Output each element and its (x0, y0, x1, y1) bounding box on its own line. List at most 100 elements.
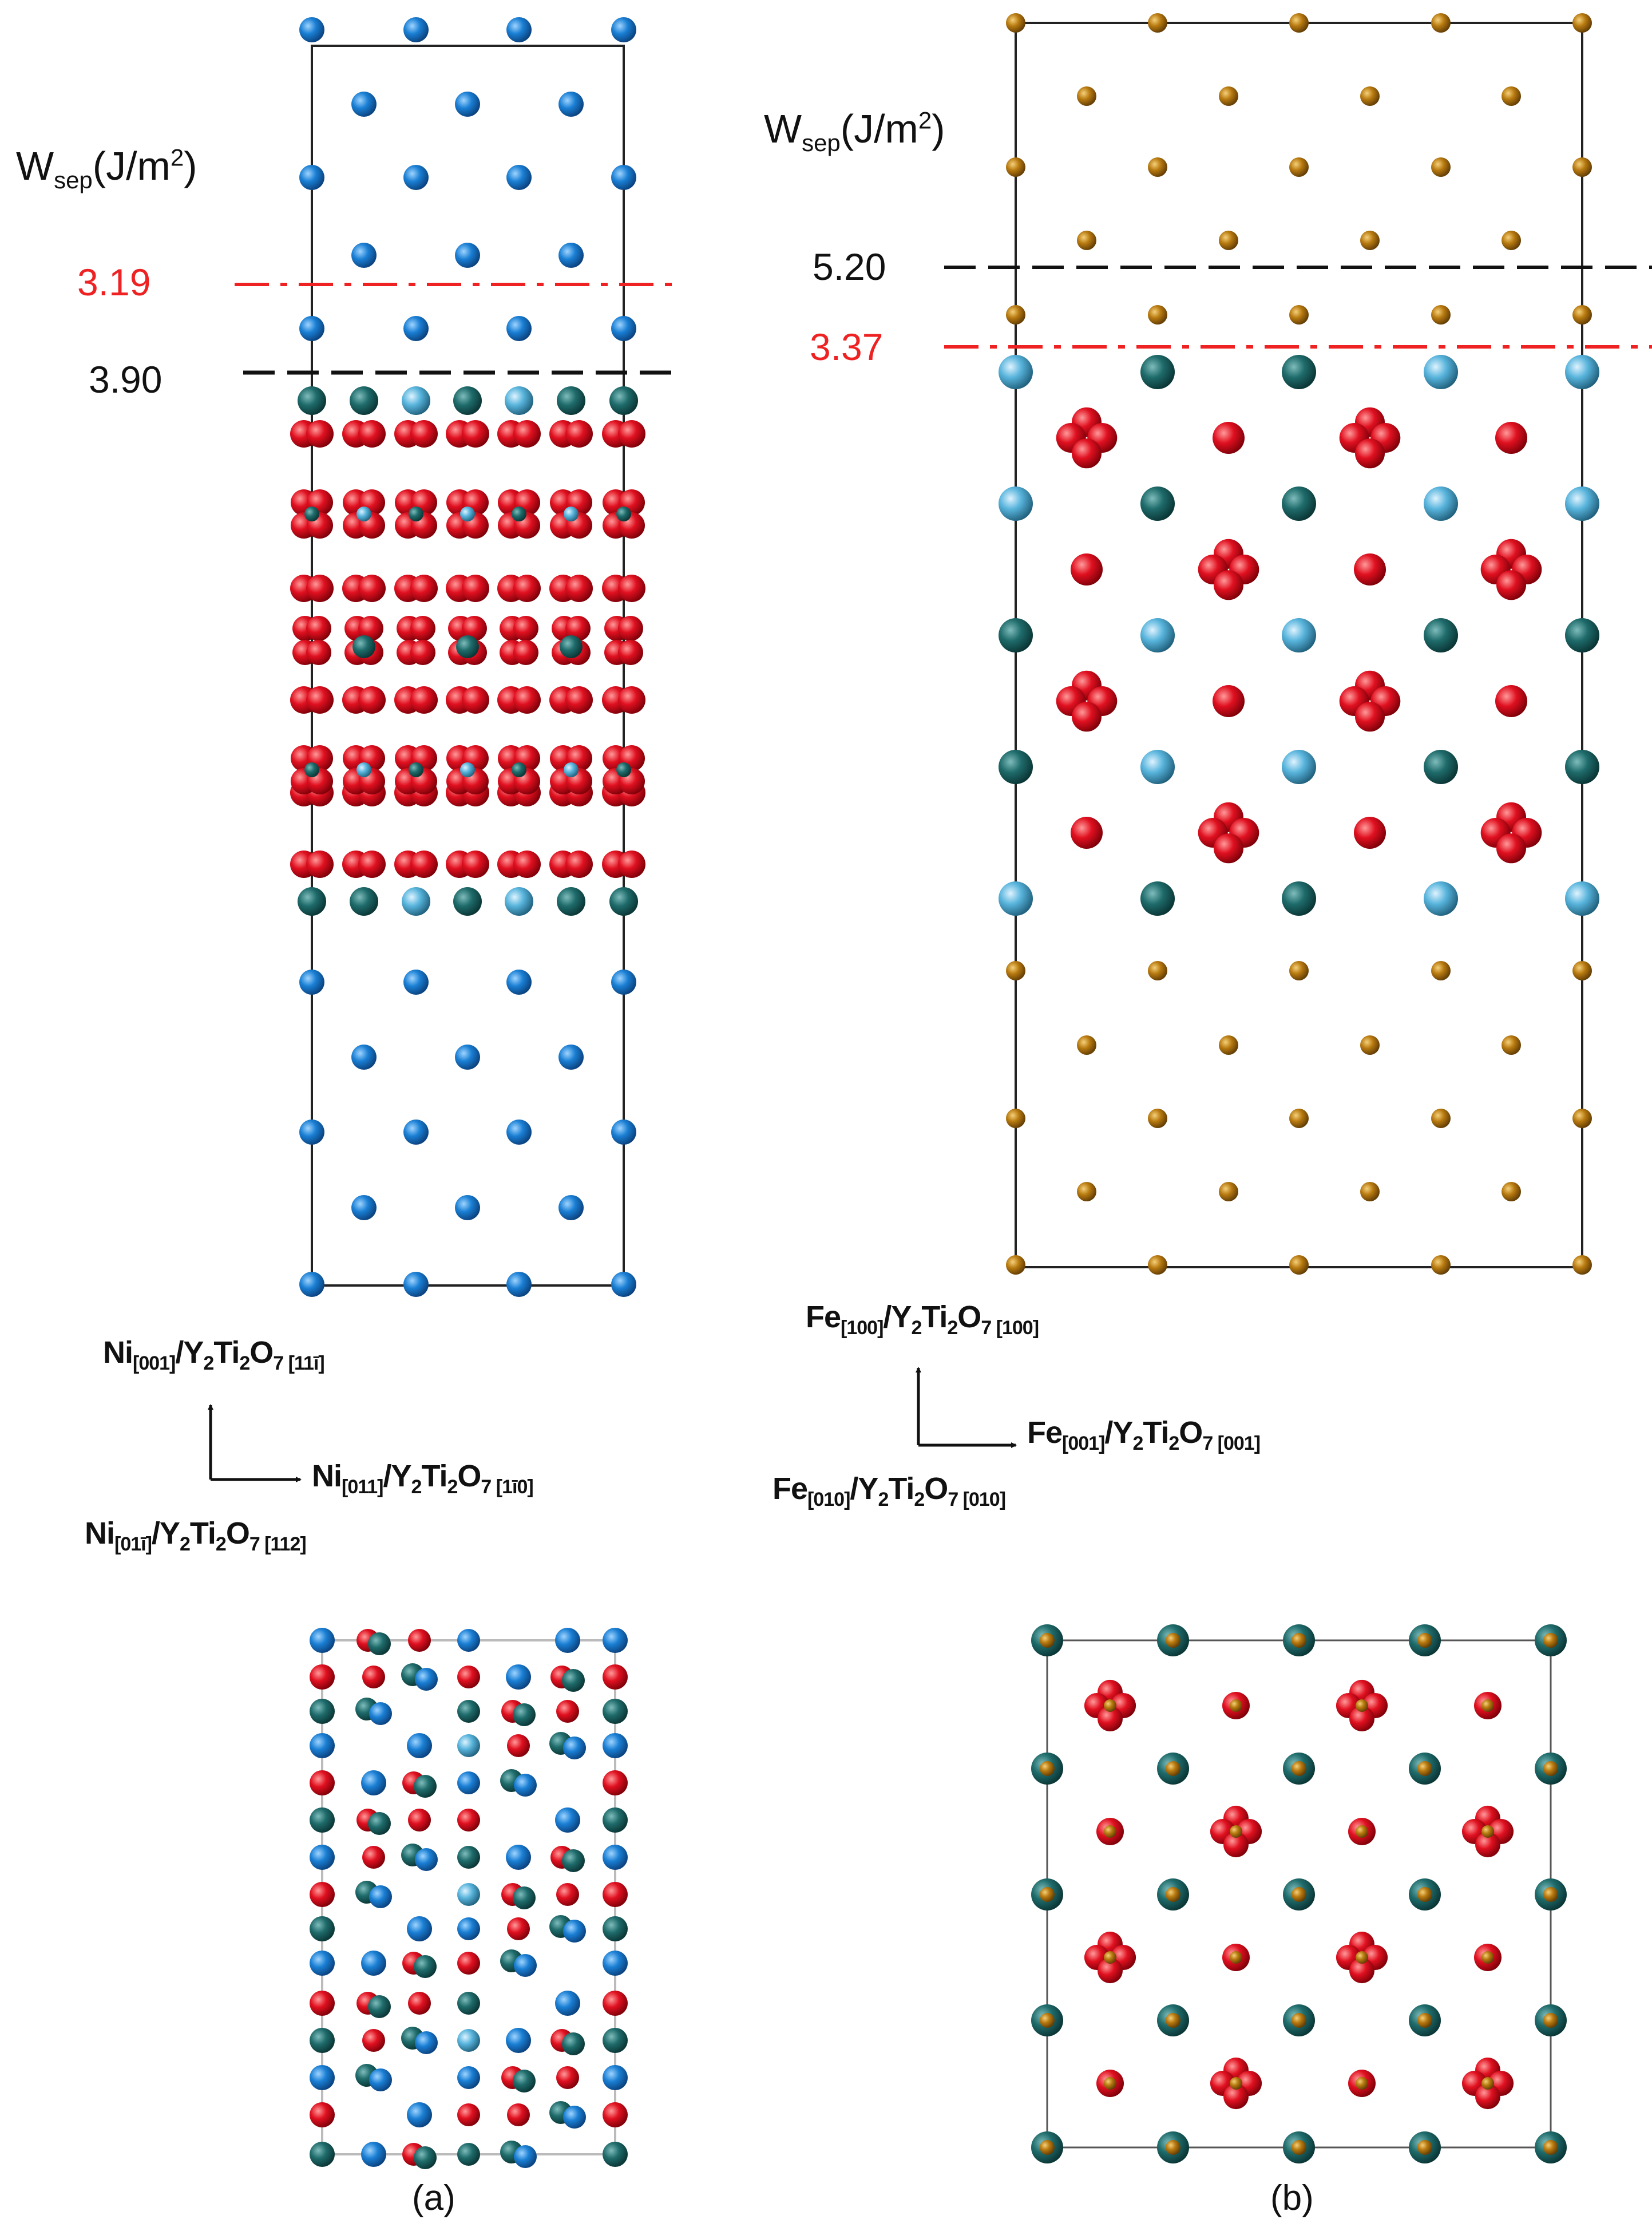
o-atom (1213, 422, 1245, 454)
o-atom (410, 640, 435, 665)
o-atom (603, 1991, 628, 2016)
fe-atom (1431, 157, 1451, 177)
ti-atom (999, 881, 1033, 916)
ni-atom (403, 316, 429, 341)
y-atom (562, 1669, 585, 1692)
ni-atom (361, 1770, 386, 1795)
ni-atom (310, 1628, 335, 1653)
fe-atom (1040, 2013, 1055, 2028)
y-atom (368, 1632, 391, 1655)
y-atom (560, 635, 583, 658)
ni-atom (407, 1916, 432, 1941)
ni-atom (403, 17, 429, 42)
fe-atom (1006, 13, 1025, 33)
fe-atom (1543, 1633, 1558, 1648)
y-atom (457, 1992, 480, 2015)
o-atom (565, 575, 593, 602)
fe-atom (1006, 1255, 1025, 1275)
y-atom (310, 1916, 335, 1941)
fe-atom (1104, 1951, 1116, 1964)
fe-atom (1431, 305, 1451, 325)
y-atom (513, 1886, 536, 1909)
ni-atom (310, 1951, 335, 1976)
fe-atom (1292, 2140, 1306, 2155)
o-atom (507, 1734, 530, 1757)
o-atom (1496, 833, 1526, 864)
ti-atom (1140, 618, 1175, 652)
y-atom (298, 887, 326, 916)
orientation-b-out: Fe[010]/Y2Ti2O7 [010] (772, 1472, 1006, 1510)
ni-atom (611, 165, 636, 190)
o-atom (1223, 1832, 1249, 1858)
fe-atom (1289, 13, 1309, 33)
wsep-value-a-black: 3.90 (89, 358, 163, 401)
o-atom (462, 616, 487, 641)
o-atom (408, 1992, 431, 2015)
fe-atom (1230, 1951, 1242, 1964)
fe-atom (1006, 961, 1025, 980)
ni-atom (603, 1951, 628, 1976)
o-atom (1071, 553, 1103, 586)
o-atom (358, 851, 386, 878)
o-atom (457, 1952, 480, 1975)
fe-atom (1431, 1255, 1451, 1275)
fe-atom (1148, 961, 1167, 980)
ti-atom (999, 486, 1033, 521)
ni-atom (415, 1848, 438, 1871)
fe-atom (1148, 13, 1167, 33)
ni-atom (369, 1885, 392, 1908)
fe-atom (1481, 1699, 1494, 1712)
y-atom (609, 386, 638, 415)
ni-atom (361, 2142, 386, 2167)
panel-label-a: (a) (412, 2178, 455, 2218)
y-atom (453, 386, 482, 415)
o-atom (362, 1846, 385, 1869)
ni-atom (611, 1120, 636, 1145)
ni-atom (514, 1774, 537, 1797)
fe-atom (1230, 1825, 1242, 1838)
fe-atom (1502, 1035, 1521, 1055)
ti-atom (564, 762, 579, 777)
ni-atom (514, 2145, 537, 2168)
o-atom (410, 420, 438, 448)
fe-atom (1230, 1699, 1242, 1712)
o-atom (457, 2103, 480, 2126)
y-atom (603, 1699, 628, 1724)
ni-atom (369, 1702, 392, 1725)
ti-atom (402, 386, 430, 415)
o-atom (1475, 1832, 1500, 1858)
o-atom (462, 851, 489, 878)
fe-atom (1077, 1035, 1096, 1055)
fe-atom (1502, 86, 1521, 106)
o-atom (1223, 2084, 1249, 2110)
y-atom (414, 1955, 437, 1978)
ni-atom (563, 1736, 586, 1759)
ni-atom (403, 1272, 429, 1297)
fe-atom (1219, 1035, 1238, 1055)
ti-atom (1565, 355, 1599, 389)
y-atom (616, 762, 631, 777)
fe-atom (1289, 305, 1309, 325)
y-atom (457, 1700, 480, 1723)
y-atom (1140, 355, 1175, 389)
fe-atom (1148, 1255, 1167, 1275)
o-atom (306, 640, 331, 665)
o-atom (410, 686, 438, 714)
o-atom (1072, 702, 1102, 732)
ni-atom (506, 2028, 531, 2053)
o-atom (565, 851, 593, 878)
orientation-b-right: Fe[001]/Y2Ti2O7 [001] (1027, 1415, 1261, 1454)
ni-atom (407, 1733, 432, 1758)
o-atom (462, 575, 489, 602)
fe-atom (1572, 157, 1592, 177)
ni-atom (457, 2066, 480, 2089)
fe-atom (1148, 1109, 1167, 1128)
fe-atom (1289, 157, 1309, 177)
y-atom (352, 635, 375, 658)
ti-atom (999, 355, 1033, 389)
y-atom (603, 1807, 628, 1833)
ti-atom (402, 887, 430, 916)
ti-atom (1282, 618, 1316, 652)
fe-atom (1166, 2140, 1180, 2155)
